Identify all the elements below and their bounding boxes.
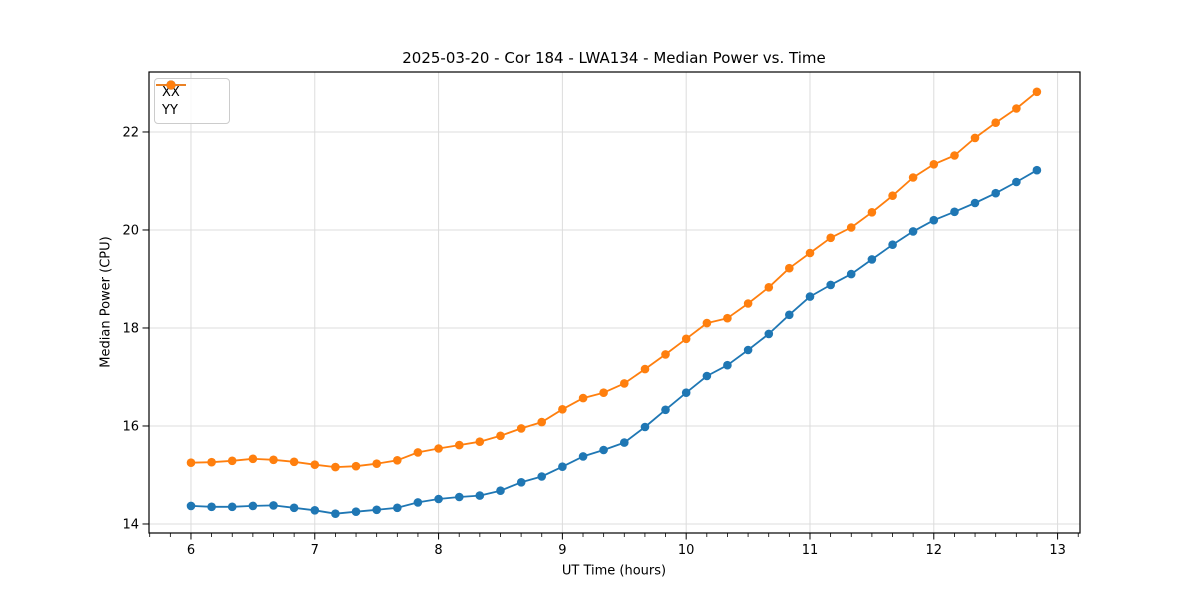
- svg-text:11: 11: [802, 543, 819, 558]
- legend-label-xx: XX: [162, 84, 180, 100]
- svg-text:13: 13: [1049, 543, 1066, 558]
- svg-text:9: 9: [558, 543, 566, 558]
- svg-text:6: 6: [187, 543, 195, 558]
- legend-line-marker-icon: [156, 80, 186, 90]
- legend: XX YY: [154, 78, 230, 124]
- svg-text:14: 14: [122, 517, 139, 532]
- x-axis-label: UT Time (hours): [561, 563, 667, 579]
- svg-text:22: 22: [122, 125, 139, 140]
- y-axis-label: Median Power (CPU): [98, 236, 114, 368]
- legend-item-yy: YY: [156, 80, 222, 118]
- svg-text:18: 18: [122, 321, 139, 336]
- svg-text:10: 10: [678, 543, 695, 558]
- svg-text:7: 7: [311, 543, 319, 558]
- svg-text:12: 12: [926, 543, 943, 558]
- legend-label-yy: YY: [162, 102, 178, 118]
- svg-text:16: 16: [122, 419, 139, 434]
- svg-text:20: 20: [122, 223, 139, 238]
- chart-title: 2025-03-20 - Cor 184 - LWA134 - Median P…: [402, 49, 826, 67]
- svg-text:8: 8: [434, 543, 442, 558]
